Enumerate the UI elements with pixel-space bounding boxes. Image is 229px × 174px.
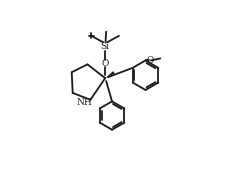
Text: Si: Si (100, 42, 109, 51)
Text: O: O (145, 56, 153, 65)
Text: NH: NH (76, 98, 92, 107)
Polygon shape (105, 71, 114, 78)
Text: O: O (101, 59, 108, 68)
